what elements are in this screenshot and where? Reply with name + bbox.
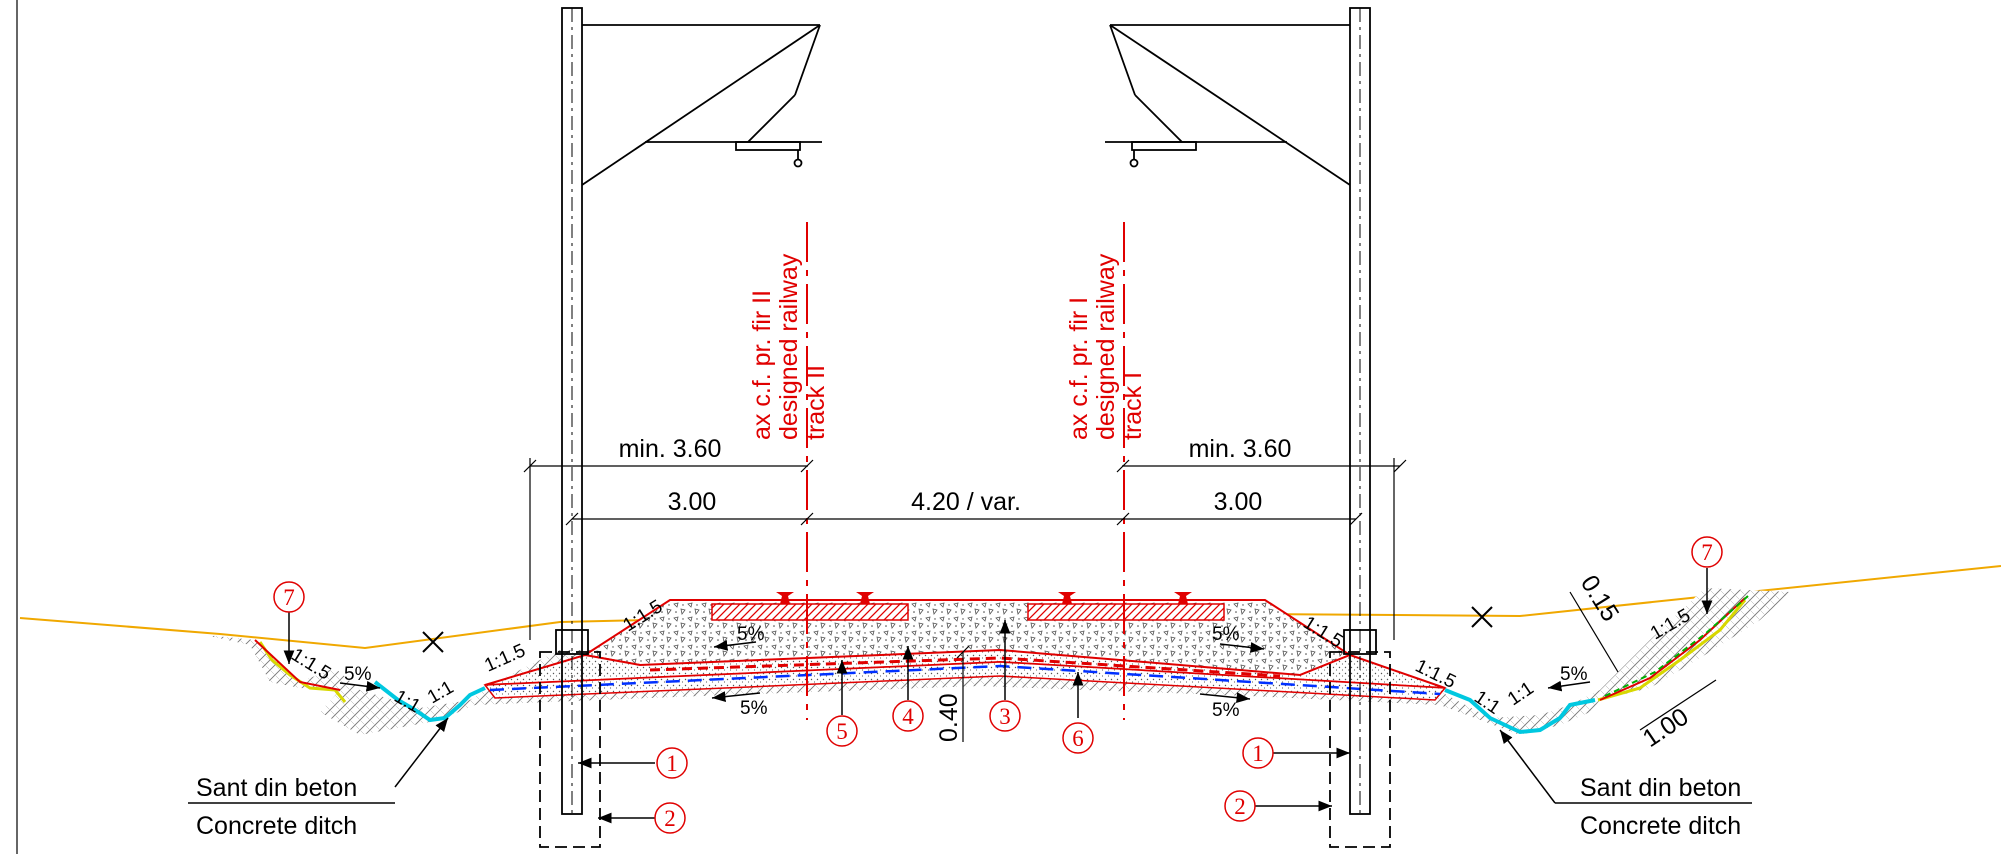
callout-7-left: 7	[273, 581, 305, 613]
catenary-mast-right	[1105, 7, 1391, 848]
callout-6: 6	[1062, 722, 1094, 754]
svg-text:6: 6	[1072, 726, 1084, 751]
dim-right-thickness: 0.15	[1575, 570, 1625, 626]
callout-5: 5	[826, 715, 858, 747]
callout-7-right: 7	[1691, 536, 1723, 568]
ditch-label-right-ro: Sant din beton	[1580, 774, 1741, 802]
svg-text:5: 5	[836, 719, 848, 744]
dimension-lines	[523, 458, 1407, 742]
slope-5pct-ballast-right: 5%	[1212, 624, 1240, 645]
ditch-label-right-en: Concrete ditch	[1580, 812, 1741, 840]
concrete-ditch-right	[1444, 688, 1596, 735]
callout-2-right: 2	[1224, 790, 1256, 822]
axis-track-ii-line2: designed railway	[775, 253, 803, 440]
slope-5pct-ballast-left: 5%	[737, 624, 765, 645]
callout-3: 3	[989, 700, 1021, 732]
axis-label-track-i: ax c.f. pr. fir I designed railway track…	[1065, 253, 1147, 440]
drain-right-slope	[1597, 599, 1747, 702]
svg-text:4: 4	[902, 704, 914, 729]
ditch-label-left-ro: Sant din beton	[196, 774, 357, 802]
svg-text:3: 3	[999, 704, 1011, 729]
axis-track-ii-line3: track II	[802, 365, 830, 440]
axis-track-i-line2: designed railway	[1092, 253, 1120, 440]
slope-5pct-formation-right: 5%	[1212, 700, 1240, 721]
right-slope-dims	[1569, 591, 1717, 731]
axis-label-track-ii: ax c.f. pr. fir II designed railway trac…	[748, 253, 830, 440]
svg-text:2: 2	[1234, 794, 1246, 819]
callout-2-left: 2	[654, 802, 686, 834]
ground-x-mark-left	[422, 631, 444, 653]
ditch-label-left: Sant din beton Concrete ditch	[188, 774, 395, 840]
slope-5pct-ditch-left: 5%	[344, 664, 372, 685]
svg-text:2: 2	[664, 806, 676, 831]
axis-track-i-line1: ax c.f. pr. fir I	[1065, 297, 1093, 440]
ditch-label-left-en: Concrete ditch	[196, 812, 357, 840]
catenary-mast-left	[539, 7, 822, 848]
dim-left: 3.00	[668, 488, 717, 516]
callout-4: 4	[892, 700, 924, 732]
svg-text:1: 1	[666, 751, 678, 776]
slope-5pct-ditch-right: 5%	[1560, 664, 1588, 685]
ditch-label-right: Sant din beton Concrete ditch	[1555, 774, 1752, 840]
geotextile-blue	[489, 664, 1441, 696]
sleeper-track-ii	[711, 603, 909, 621]
callout-leaders	[283, 568, 1713, 824]
slope-arrows	[339, 640, 1591, 704]
callout-1-left: 1	[656, 747, 688, 779]
slope-ditch-right-2: 1:1	[1504, 678, 1538, 710]
dim-center: 4.20 / var.	[911, 488, 1021, 516]
rails	[776, 592, 1192, 604]
dim-right-width: 1.00	[1638, 703, 1694, 753]
geogrid-red	[649, 656, 1281, 678]
ground-x-mark-right	[1471, 606, 1493, 628]
dim-top-right: min. 3.60	[1189, 435, 1292, 463]
callout-1-right: 1	[1242, 737, 1274, 769]
dim-top-left: min. 3.60	[619, 435, 722, 463]
dim-right: 3.00	[1214, 488, 1263, 516]
svg-text:1: 1	[1252, 741, 1264, 766]
axis-track-ii-line1: ax c.f. pr. fir II	[748, 290, 776, 440]
slope-5pct-formation-left: 5%	[740, 698, 768, 719]
drain-left-red	[254, 639, 341, 691]
dim-depth: 0.40	[935, 693, 963, 742]
svg-text:7: 7	[283, 585, 295, 610]
axis-track-i-line3: track I	[1119, 372, 1147, 440]
svg-text:7: 7	[1701, 540, 1713, 565]
sleeper-track-i	[1027, 603, 1225, 621]
